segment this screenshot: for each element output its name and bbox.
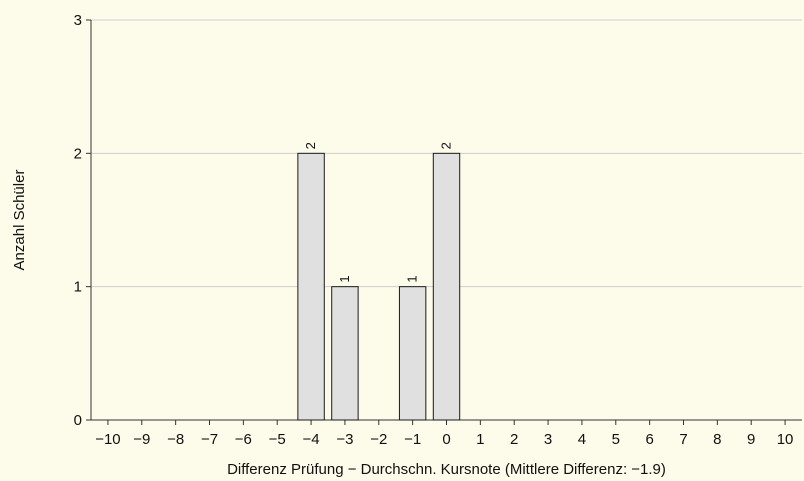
x-tick-label: 4 — [578, 431, 586, 448]
x-tick-label: 0 — [442, 431, 450, 448]
x-tick-label: 1 — [476, 431, 484, 448]
bar — [432, 152, 461, 421]
x-tick-label: 10 — [777, 431, 794, 448]
x-tick-label: 2 — [510, 431, 518, 448]
y-tick-label: 2 — [74, 145, 82, 162]
bar-value-label: 1 — [405, 275, 420, 282]
bar-value-label: 2 — [303, 142, 318, 149]
bar-value-label: 1 — [337, 275, 352, 282]
y-tick-label: 3 — [74, 12, 82, 29]
x-tick-label: −2 — [370, 431, 387, 448]
x-tick-label: −7 — [201, 431, 218, 448]
y-axis-title: Anzahl Schüler — [11, 170, 28, 271]
x-tick-label: −4 — [303, 431, 320, 448]
bar — [331, 286, 359, 421]
y-tick-label: 0 — [74, 412, 82, 429]
x-tick-label: 9 — [747, 431, 755, 448]
x-tick-label: 7 — [679, 431, 687, 448]
bar-value-label: 2 — [439, 142, 454, 149]
bar — [297, 152, 325, 421]
x-tick-label: −8 — [167, 431, 184, 448]
x-axis-title: Differenz Prüfung − Durchschn. Kursnote … — [227, 461, 666, 478]
x-tick-label: −10 — [95, 431, 120, 448]
data-labels: 2 1 1 2 — [303, 142, 453, 283]
x-tick-label: −5 — [269, 431, 286, 448]
x-tick-label: −3 — [336, 431, 353, 448]
x-tick-label: 6 — [645, 431, 653, 448]
x-tick-label: −1 — [404, 431, 421, 448]
bars — [297, 152, 461, 421]
x-tick-label: 5 — [612, 431, 620, 448]
y-tick-label: 1 — [74, 279, 82, 296]
x-tick-label: −6 — [235, 431, 252, 448]
x-tick-label: 3 — [544, 431, 552, 448]
x-tick-label: −9 — [133, 431, 150, 448]
bar — [398, 286, 427, 421]
x-tick-label: 8 — [713, 431, 721, 448]
